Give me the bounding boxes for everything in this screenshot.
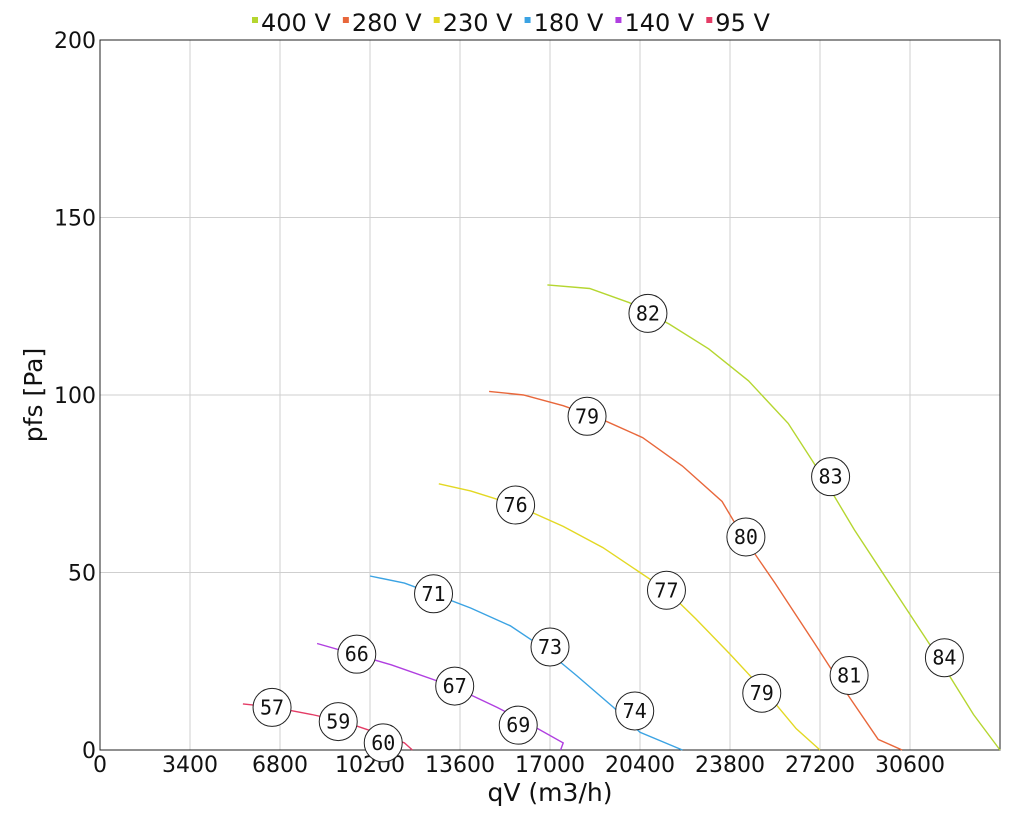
y-tick-label: 150 xyxy=(54,207,96,232)
data-label-badge xyxy=(924,638,964,678)
data-label: 57 xyxy=(260,695,284,719)
data-label: 79 xyxy=(750,681,774,705)
y-tick-labels: 0 50 100 150 200 xyxy=(54,29,96,764)
data-label: 84 xyxy=(932,646,956,670)
data-label-badge xyxy=(337,634,377,674)
data-label-badge xyxy=(829,655,869,695)
data-label-badge xyxy=(628,293,668,333)
data-label-badge xyxy=(498,705,538,745)
data-label: 76 xyxy=(504,493,528,517)
legend-label: 280 V xyxy=(352,9,422,37)
data-label-badge xyxy=(252,687,292,727)
data-label-badge xyxy=(414,574,454,614)
plot-frame xyxy=(99,39,1001,751)
data-label-badge xyxy=(615,691,655,731)
data-label: 59 xyxy=(326,710,350,734)
data-label: 82 xyxy=(636,301,660,325)
legend-swatch xyxy=(342,17,349,23)
legend-label: 140 V xyxy=(624,9,694,37)
y-tick-label: 100 xyxy=(54,384,96,409)
legend-label: 400 V xyxy=(261,9,331,37)
legend-swatch xyxy=(252,17,258,23)
x-tick-label: 6800 xyxy=(252,753,308,778)
data-label-badge xyxy=(318,702,358,742)
data-label: 69 xyxy=(506,713,530,737)
label-badges: 82 83 84 79 80 81 76 77 79 71 73 74 66 67 69 57 59 60 xyxy=(252,293,964,763)
series-line xyxy=(489,390,903,751)
data-label: 67 xyxy=(443,674,467,698)
legend-swatch xyxy=(615,17,622,23)
legend: 400 V 280 V 230 V 180 V 140 V 95 V xyxy=(252,9,770,37)
legend-swatch xyxy=(433,17,440,23)
data-label-badge xyxy=(530,627,570,667)
data-label: 74 xyxy=(623,699,647,723)
x-tick-label: 27200 xyxy=(785,753,855,778)
x-tick-label: 0 xyxy=(93,753,107,778)
x-tick-label: 17000 xyxy=(515,753,585,778)
data-label: 77 xyxy=(654,578,678,602)
data-label-badge xyxy=(646,570,686,610)
data-label-badge xyxy=(742,673,782,713)
legend-label: 95 V xyxy=(715,9,770,37)
x-tick-label: 30600 xyxy=(875,753,945,778)
data-label-badge xyxy=(363,723,403,763)
data-label: 80 xyxy=(734,525,758,549)
x-tick-labels: 0 3400 6800 10200 13600 17000 20400 23800 27200 3… xyxy=(93,753,945,778)
data-label: 73 xyxy=(538,635,562,659)
x-tick-label: 23800 xyxy=(695,753,765,778)
data-label: 60 xyxy=(371,731,395,755)
data-label: 79 xyxy=(575,404,599,428)
x-tick-label: 20400 xyxy=(605,753,675,778)
data-label-badge xyxy=(567,396,607,436)
y-tick-label: 50 xyxy=(68,562,96,587)
data-label-badge xyxy=(726,517,766,557)
data-label: 83 xyxy=(819,465,843,489)
y-tick-label: 200 xyxy=(54,29,96,54)
data-label: 71 xyxy=(421,582,445,606)
x-tick-label: 3400 xyxy=(162,753,218,778)
y-tick-label: 0 xyxy=(82,739,96,764)
data-label-badge xyxy=(435,666,475,706)
legend-label: 230 V xyxy=(443,9,513,37)
data-label-badge xyxy=(496,485,536,525)
data-label: 66 xyxy=(345,642,369,666)
data-label: 81 xyxy=(837,663,861,687)
legend-swatch xyxy=(706,17,713,23)
series-group xyxy=(242,284,1001,751)
x-axis-title: qV (m3/h) xyxy=(488,778,613,807)
y-axis-title: pfs [Pa] xyxy=(19,348,48,442)
x-tick-label: 13600 xyxy=(425,753,495,778)
legend-label: 180 V xyxy=(534,9,604,37)
legend-swatch xyxy=(524,17,531,23)
data-label-badge xyxy=(811,457,851,497)
